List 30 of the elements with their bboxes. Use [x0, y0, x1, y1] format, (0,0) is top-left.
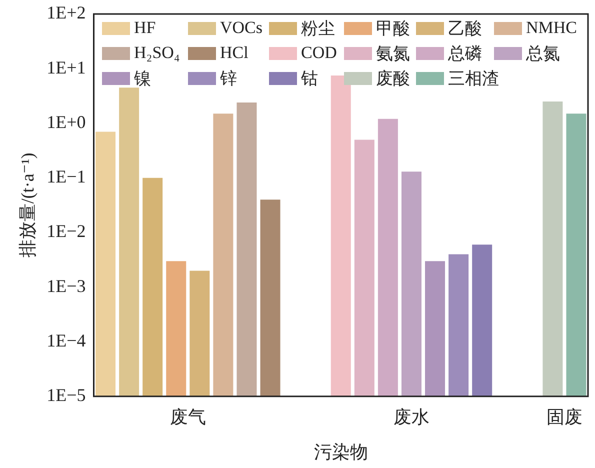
legend-label: HCl — [220, 43, 248, 63]
legend-label: 钴 — [301, 68, 318, 90]
y-tick-label: 1E+1 — [46, 57, 86, 78]
x-axis-title: 污染物 — [314, 442, 368, 462]
legend-label: COD — [301, 43, 337, 63]
y-tick-label: 1E−3 — [46, 276, 86, 296]
legend-label: 甲酸 — [376, 18, 410, 40]
legend-label: 粉尘 — [301, 18, 335, 40]
y-tick-label: 1E−4 — [46, 330, 86, 351]
y-tick-label: 1E+2 — [46, 2, 86, 23]
legend-label: VOCs — [220, 18, 263, 38]
y-tick-label: 1E+0 — [46, 112, 86, 132]
y-axis-title: 排放量/(t·a⁻¹) — [18, 152, 38, 258]
legend-label: 乙酸 — [448, 18, 482, 40]
legend-label: 三相渣 — [448, 68, 499, 90]
legend-label: 镍 — [134, 68, 151, 90]
y-tick-label: 1E−2 — [46, 221, 86, 242]
legend-label: 总氮 — [526, 42, 560, 64]
legend-label: H₂SO₄ — [134, 43, 180, 63]
legend-label: 锌 — [220, 68, 237, 90]
x-tick-label: 固废 — [546, 407, 582, 428]
legend-label: 废酸 — [376, 68, 410, 90]
y-tick-label: 1E−5 — [46, 385, 86, 406]
legend-label: NMHC — [526, 18, 578, 38]
y-tick-label: 1E−1 — [46, 166, 86, 187]
x-tick-label: 废气 — [170, 407, 206, 428]
legend-label: 总磷 — [448, 42, 482, 64]
x-tick-label: 废水 — [393, 407, 430, 428]
legend-label: 氨氮 — [376, 42, 410, 64]
legend-label: HF — [134, 18, 156, 38]
